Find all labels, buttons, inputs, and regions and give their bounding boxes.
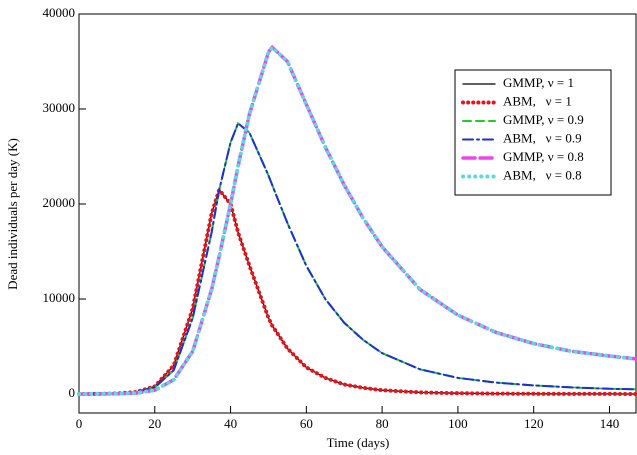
x-axis-label: Time (days) bbox=[327, 435, 390, 450]
x-tick-label: 120 bbox=[524, 416, 544, 431]
series-line bbox=[78, 121, 637, 395]
y-tick-label: 40000 bbox=[43, 5, 76, 20]
legend-label: GMMP, ν = 1 bbox=[503, 75, 574, 90]
series-line bbox=[77, 185, 637, 396]
series-line bbox=[78, 188, 637, 395]
x-tick-label: 0 bbox=[76, 416, 83, 431]
y-tick-label: 30000 bbox=[43, 100, 76, 115]
series-line bbox=[77, 44, 637, 396]
x-tick-label: 100 bbox=[448, 416, 468, 431]
legend-label: GMMP, ν = 0.8 bbox=[503, 149, 584, 164]
plot-frame bbox=[78, 13, 637, 414]
legend-label: GMMP, ν = 0.9 bbox=[503, 112, 584, 127]
x-tick-label: 20 bbox=[148, 416, 161, 431]
x-tick-label: 140 bbox=[600, 416, 620, 431]
x-tick-label: 40 bbox=[224, 416, 237, 431]
y-tick-label: 0 bbox=[69, 385, 76, 400]
legend-label: ABM, ν = 0.8 bbox=[503, 167, 582, 182]
x-tick-label: 60 bbox=[300, 416, 313, 431]
y-tick-label: 20000 bbox=[43, 195, 76, 210]
y-axis-label: Dead individuals per day (K) bbox=[5, 138, 20, 290]
y-tick-label: 10000 bbox=[43, 290, 76, 305]
legend-box bbox=[454, 69, 612, 196]
legend-label: ABM, ν = 0.9 bbox=[503, 130, 582, 145]
x-tick-label: 80 bbox=[376, 416, 389, 431]
legend-label: ABM, ν = 1 bbox=[503, 93, 572, 108]
